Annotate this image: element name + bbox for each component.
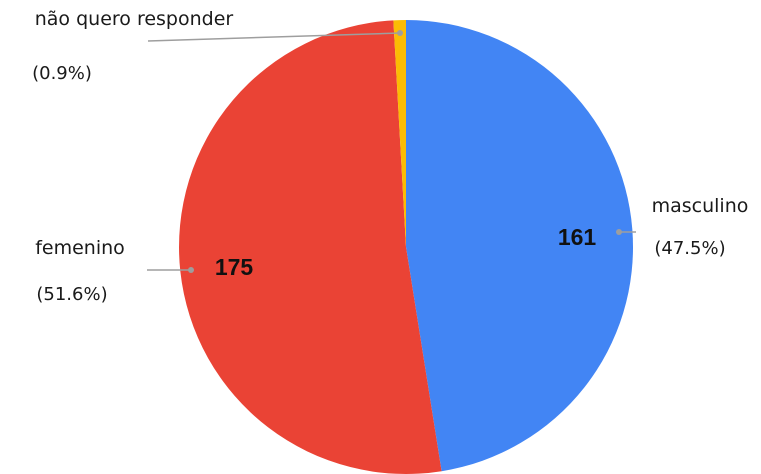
leader-dot-masculino [616,229,622,235]
percent-label-nao-quero-responder: (0.9%) [32,63,92,84]
slice-labels: 161 masculino (47.5%) 175 femenino (51.6%) não… [32,8,748,305]
percent-label-femenino: (51.6%) [36,284,107,305]
pie-slice-nao-quero-responder [393,19,406,247]
value-label-femenino: 175 [215,254,254,280]
leader-dot-nao-quero-responder [397,30,403,36]
leader-lines [147,30,636,273]
pie-slice-masculino [406,20,634,472]
value-label-masculino: 161 [558,224,597,250]
category-label-nao-quero-responder: não quero responder [35,8,234,30]
leader-line-nao-quero-responder [147,32,401,42]
category-label-masculino: masculino [652,195,749,217]
leader-dot-femenino [188,267,194,273]
category-label-femenino: femenino [35,237,125,259]
pie-slices [179,19,634,474]
pie-slice-femenino [179,20,442,474]
percent-label-masculino: (47.5%) [654,238,725,259]
